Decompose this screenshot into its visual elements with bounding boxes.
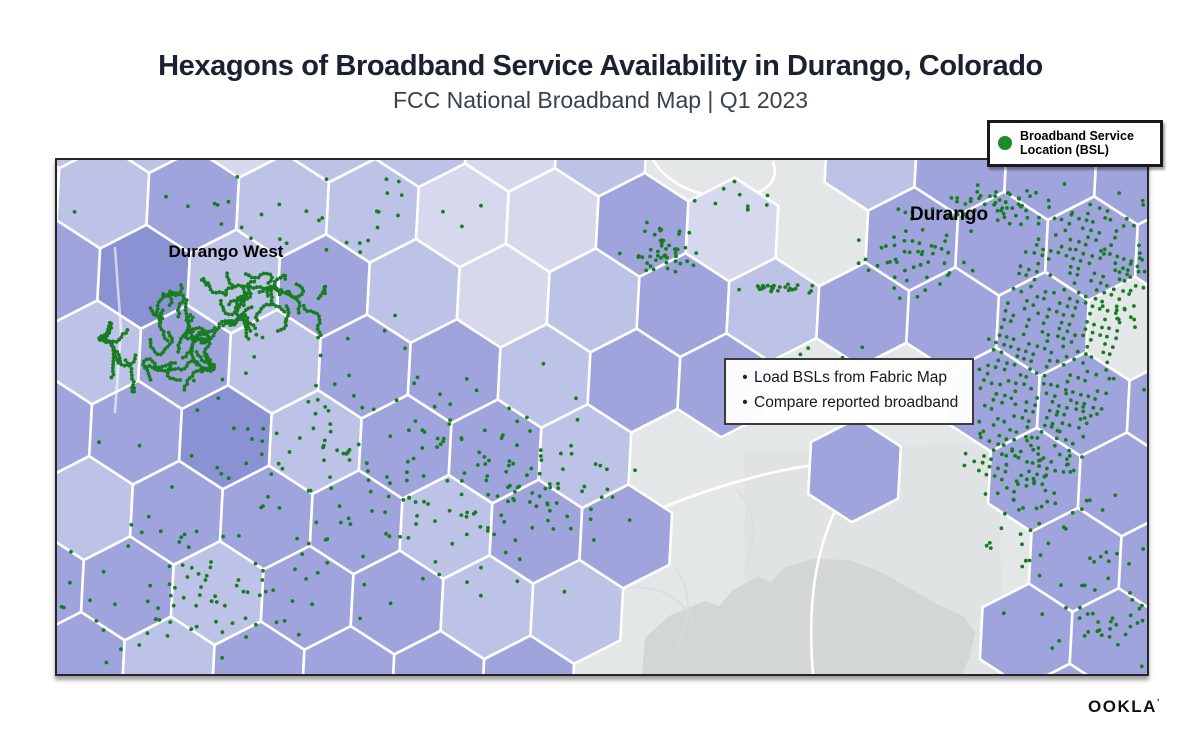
callout-item: • Compare reported broadband xyxy=(736,391,958,416)
bullet-icon: • xyxy=(742,393,748,411)
logo-mark: ʼ xyxy=(1156,697,1160,707)
page-subtitle: FCC National Broadband Map | Q1 2023 xyxy=(392,87,809,113)
bsl-dot-icon xyxy=(998,136,1012,151)
broadband-hex-map[interactable]: Durango West Durango • Load BSLs from Fab… xyxy=(55,158,1149,676)
callout-item: • Load BSLs from Fabric Map xyxy=(736,366,958,391)
legend-label: Broadband Service Location (BSL) xyxy=(1020,129,1134,158)
map-canvas[interactable] xyxy=(57,160,1147,674)
place-label-durango: Durango xyxy=(909,204,989,225)
callout-box: • Load BSLs from Fabric Map • Compare repo… xyxy=(724,358,975,425)
bullet-icon: • xyxy=(742,369,748,386)
ookla-logo: OOKLAʼ xyxy=(1088,697,1160,716)
place-label-durango-west: Durango West xyxy=(168,242,284,261)
map-legend: Broadband Service Location (BSL) xyxy=(987,120,1163,167)
page-title: Hexagons of Broadband Service Availabili… xyxy=(158,50,1043,82)
